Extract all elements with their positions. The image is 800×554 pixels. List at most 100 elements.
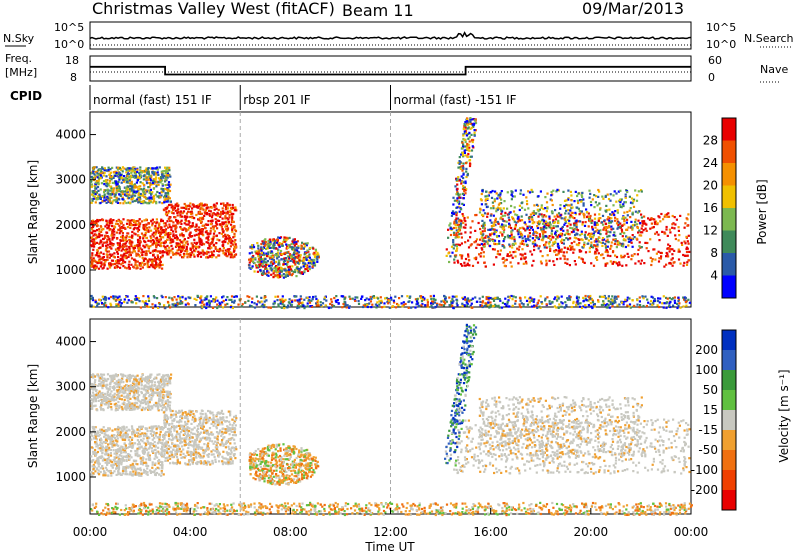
scatter-point — [468, 300, 471, 303]
scatter-point — [636, 194, 639, 197]
scatter-point — [149, 235, 152, 238]
scatter-point — [182, 252, 186, 255]
scatter-point — [544, 235, 547, 238]
scatter-point — [468, 120, 471, 123]
scatter-point — [222, 240, 225, 243]
scatter-point — [91, 232, 94, 235]
scatter-point — [286, 255, 290, 258]
scatter-point — [519, 299, 522, 302]
scatter-point — [101, 166, 104, 169]
scatter-point — [135, 302, 138, 305]
scatter-point — [286, 269, 289, 272]
scatter-point — [120, 181, 123, 184]
scatter-point — [489, 219, 492, 222]
scatter-point — [132, 189, 135, 192]
scatter-point — [641, 295, 644, 298]
scatter-point — [487, 235, 490, 238]
scatter-point — [631, 213, 634, 216]
scatter-point — [455, 232, 458, 235]
scatter-point — [115, 231, 118, 234]
scatter-point — [172, 253, 175, 256]
scatter-point — [153, 296, 156, 299]
scatter-point — [569, 190, 572, 193]
scatter-point — [668, 228, 671, 231]
scatter-point — [185, 252, 188, 255]
scatter-point — [639, 222, 642, 225]
scatter-point — [287, 257, 291, 260]
scatter-point — [504, 224, 507, 227]
scatter-point — [634, 221, 637, 224]
scatter-point — [140, 200, 143, 204]
scatter-point — [658, 301, 661, 304]
scatter-point — [630, 241, 633, 244]
scatter-point — [524, 240, 527, 243]
scatter-point — [96, 197, 100, 201]
scatter-point — [685, 235, 688, 238]
scatter-point — [200, 239, 203, 242]
scatter-point — [603, 238, 606, 241]
scatter-point — [209, 295, 212, 298]
scatter-point — [563, 223, 566, 226]
scatter-point — [556, 242, 560, 245]
scatter-point — [482, 209, 485, 212]
scatter-point — [254, 257, 257, 260]
scatter-point — [91, 238, 94, 241]
scatter-point — [282, 301, 285, 304]
scatter-point — [622, 204, 625, 208]
scatter-point — [197, 236, 201, 239]
scatter-point — [683, 298, 686, 301]
scatter-point — [119, 257, 122, 260]
scatter-point — [553, 250, 556, 253]
scatter-point — [309, 262, 312, 265]
scatter-point — [107, 250, 111, 253]
scatter-point — [538, 245, 541, 248]
scatter-point — [213, 230, 216, 233]
scatter-point — [176, 205, 180, 208]
scatter-point — [177, 242, 180, 245]
scatter-point — [521, 226, 524, 229]
scatter-point — [493, 200, 496, 203]
scatter-point — [125, 194, 128, 197]
scatter-point — [262, 262, 265, 265]
scatter-point — [233, 232, 236, 235]
scatter-point — [503, 246, 506, 249]
scatter-point — [170, 297, 173, 300]
scatter-point — [660, 251, 663, 255]
scatter-point — [221, 306, 225, 309]
scatter-point — [282, 273, 285, 276]
scatter-point — [467, 246, 471, 249]
scatter-point — [536, 236, 540, 239]
scatter-point — [111, 190, 114, 194]
scatter-point — [209, 210, 212, 213]
scatter-point — [172, 233, 175, 236]
scatter-point — [461, 254, 464, 257]
scatter-point — [579, 302, 582, 305]
scatter-point — [275, 238, 279, 241]
scatter-point — [91, 228, 94, 231]
scatter-point — [536, 225, 539, 228]
scatter-point — [165, 195, 168, 198]
scatter-point — [587, 217, 591, 220]
scatter-point — [574, 211, 577, 214]
scatter-point — [268, 264, 271, 268]
scatter-point — [466, 262, 469, 265]
scatter-point — [671, 248, 674, 251]
scatter-point — [215, 296, 218, 299]
scatter-point — [376, 304, 379, 307]
scatter-point — [563, 233, 566, 236]
scatter-point — [189, 215, 192, 219]
scatter-point — [125, 235, 128, 238]
scatter-point — [168, 236, 172, 239]
scatter-point — [141, 194, 145, 197]
scatter-point — [517, 233, 520, 236]
scatter-point — [503, 302, 507, 306]
scatter-point — [686, 261, 689, 264]
scatter-point — [391, 305, 395, 308]
scatter-point — [249, 257, 252, 260]
scatter-point — [195, 233, 198, 236]
scatter-point — [218, 250, 221, 253]
scatter-point — [634, 189, 637, 192]
scatter-point — [529, 250, 532, 253]
scatter-point — [167, 190, 170, 193]
scatter-point — [155, 218, 158, 221]
